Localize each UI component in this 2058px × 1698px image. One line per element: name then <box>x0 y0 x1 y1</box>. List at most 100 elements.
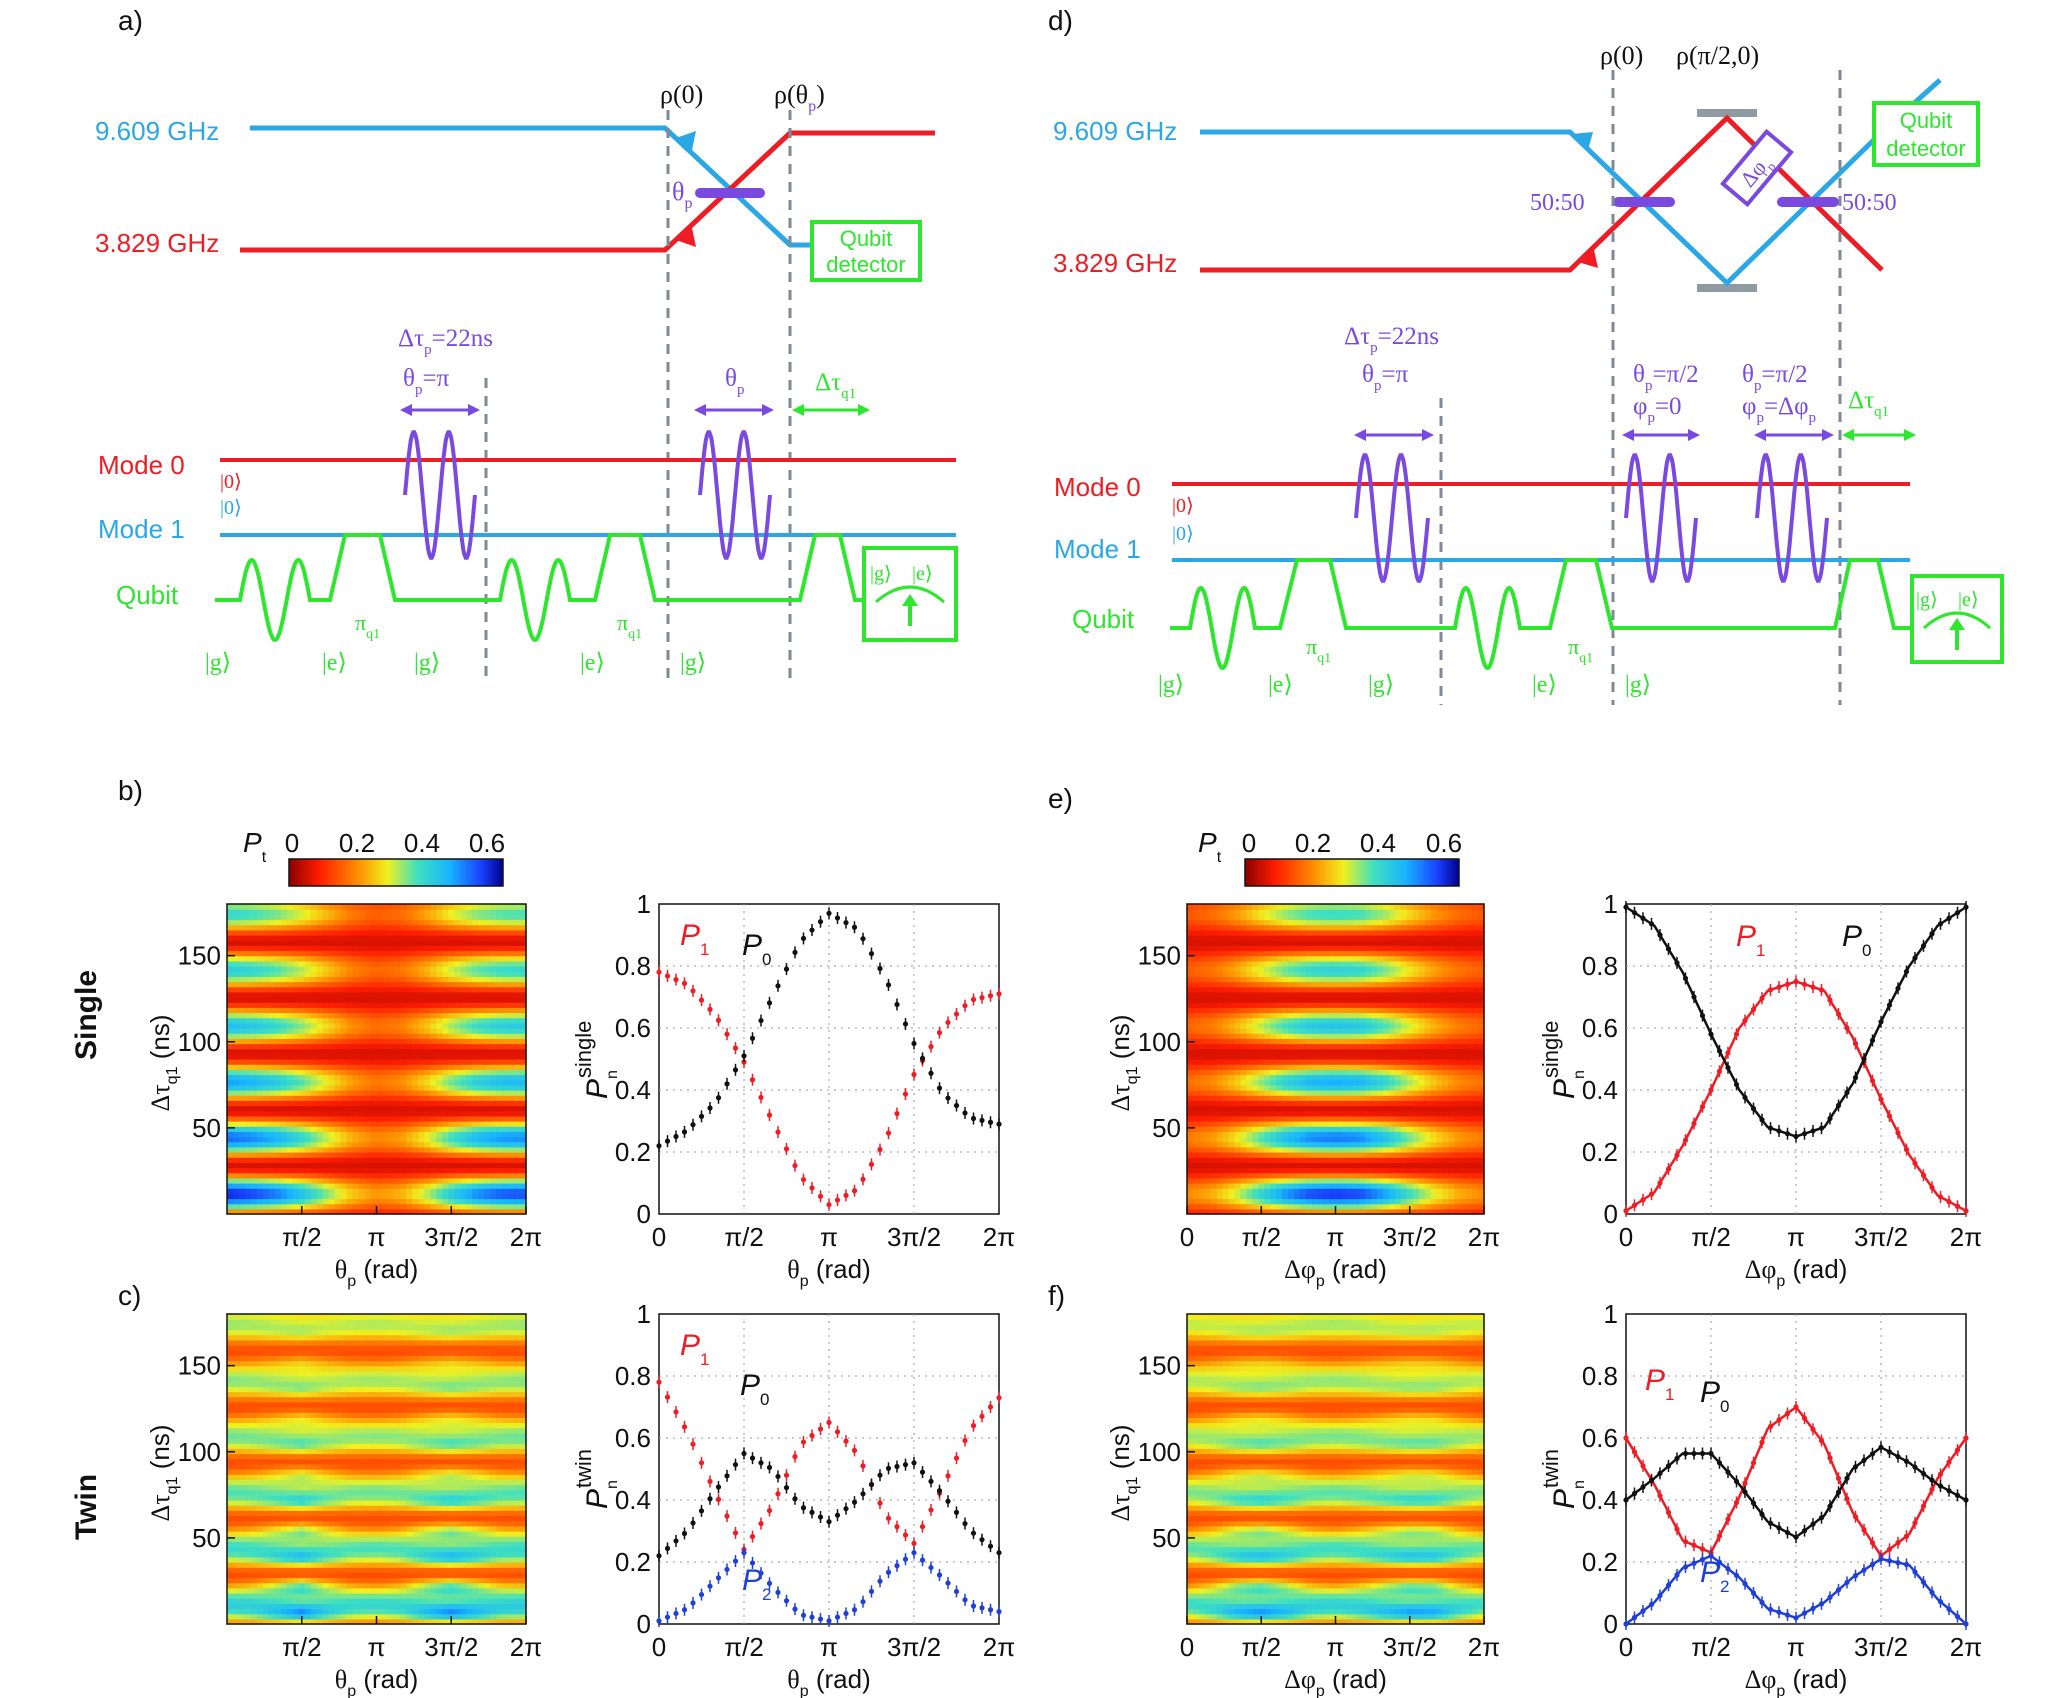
heatmap-cell <box>322 1193 330 1200</box>
heatmap-cell <box>448 1541 455 1548</box>
heatmap-cell <box>244 1203 252 1210</box>
heatmap-cell <box>346 940 354 946</box>
heatmap-cell <box>382 966 390 972</box>
heatmap-cell <box>304 991 312 998</box>
heatmap-cell <box>358 940 366 946</box>
heatmap-cell <box>382 1157 390 1163</box>
d-ket-e2: |e⟩ <box>1532 672 1557 698</box>
heatmap-cell <box>262 1177 270 1184</box>
heatmap-cell <box>262 919 270 926</box>
heatmap-cell <box>484 1090 491 1096</box>
heatmap-cell <box>466 1525 473 1532</box>
heatmap-cell <box>328 1002 336 1008</box>
heatmap-cell <box>400 1059 407 1065</box>
colorbar-left-tick: 0 <box>285 828 299 858</box>
heatmap-cell <box>268 1208 276 1215</box>
heatmap-cell <box>364 1458 372 1465</box>
heatmap-cell <box>496 1162 503 1169</box>
heatmap-cell <box>262 1048 270 1055</box>
data-point-P0 <box>894 1001 900 1008</box>
heatmap-cell <box>412 1177 419 1184</box>
d-dtaup: Δτp=22ns <box>1344 323 1439 356</box>
heatmap-cell <box>227 1105 234 1112</box>
heatmap-cell <box>412 1084 419 1091</box>
heatmap-cell <box>406 1541 413 1548</box>
heatmap-cell <box>430 1095 437 1101</box>
heatmap-cell <box>328 945 336 952</box>
heatmap-cell <box>286 1017 294 1024</box>
heatmap-cell <box>280 929 288 936</box>
heatmap-cell <box>286 919 294 926</box>
heatmap-cell <box>232 1515 240 1522</box>
heatmap-cell <box>454 945 461 952</box>
heatmap-cell <box>376 1582 384 1589</box>
heatmap-cell <box>232 1458 240 1465</box>
heatmap-cell <box>484 1582 491 1589</box>
heatmap-cell <box>418 1012 425 1019</box>
heatmap-cell <box>238 1115 246 1122</box>
heatmap-cell <box>268 1489 276 1496</box>
a-blue-path <box>250 125 825 248</box>
heatmap-cell <box>370 960 378 967</box>
heatmap-cell <box>406 1463 413 1470</box>
heatmap-cell <box>232 1489 240 1496</box>
heatmap-cell <box>292 1562 300 1568</box>
heatmap-cell <box>227 986 234 993</box>
heatmap-cell <box>352 1136 360 1143</box>
heatmap-cell <box>454 1458 461 1465</box>
heatmap-cell <box>460 1146 467 1153</box>
heatmap-cell <box>364 919 372 926</box>
heatmap-cell <box>382 1203 390 1210</box>
heatmap-cell <box>268 1177 276 1184</box>
heatmap-cell <box>460 1167 467 1174</box>
heatmap-cell <box>322 950 330 957</box>
heatmap-cell <box>328 1022 336 1029</box>
heatmap-cell <box>388 904 396 910</box>
heatmap-cell <box>376 1152 384 1158</box>
heatmap-cell <box>466 1157 473 1163</box>
heatmap-cell <box>466 1541 473 1548</box>
heatmap-cell <box>250 1469 258 1475</box>
heatmap-cell <box>514 1162 521 1169</box>
heatmap-cell <box>316 914 324 921</box>
heatmap-cell <box>472 1546 479 1553</box>
heatmap-cell <box>490 966 497 972</box>
heatmap-cell <box>286 924 294 931</box>
heatmap-cell <box>394 914 402 921</box>
heatmap-cell <box>502 929 509 936</box>
heatmap-cell <box>508 1520 515 1527</box>
heatmap-cell <box>310 1203 318 1210</box>
heatmap-cell <box>286 1079 294 1086</box>
heatmap-cell <box>256 1177 264 1184</box>
heatmap-cell <box>400 981 407 988</box>
heatmap-cell <box>484 940 491 946</box>
heatmap-cell <box>370 914 378 921</box>
heatmap-cell <box>286 1110 294 1117</box>
heatmap-cell <box>286 1012 294 1019</box>
heatmap-cell <box>227 1043 234 1050</box>
heatmap-cell <box>256 1587 264 1594</box>
heatmap-cell <box>406 1152 413 1158</box>
heatmap-cell <box>478 1095 485 1101</box>
heatmap-cell <box>346 1593 354 1599</box>
heatmap-cell <box>376 1038 384 1045</box>
heatmap-cell <box>358 1494 366 1501</box>
heatmap-cell <box>418 1048 425 1055</box>
heatmap-cell <box>286 1162 294 1169</box>
heatmap-cell <box>502 1053 509 1060</box>
heatmap-cell <box>352 1069 360 1076</box>
heatmap-cell <box>370 1572 378 1579</box>
heatmap-cell <box>418 1022 425 1029</box>
heatmap-cell <box>304 1095 312 1101</box>
heatmap-cell <box>448 1515 455 1522</box>
heatmap-cell <box>250 1500 258 1506</box>
heatmap-cell <box>376 1567 384 1573</box>
heatmap-cell <box>460 1587 467 1594</box>
heatmap-cell <box>424 1598 431 1604</box>
heatmap-cell <box>364 991 372 998</box>
heatmap-cell <box>388 1069 396 1076</box>
heatmap-cell <box>238 1562 246 1568</box>
heatmap-cell <box>436 1474 443 1480</box>
heatmap-cell <box>466 1115 473 1122</box>
heatmap-cell <box>244 1115 252 1122</box>
